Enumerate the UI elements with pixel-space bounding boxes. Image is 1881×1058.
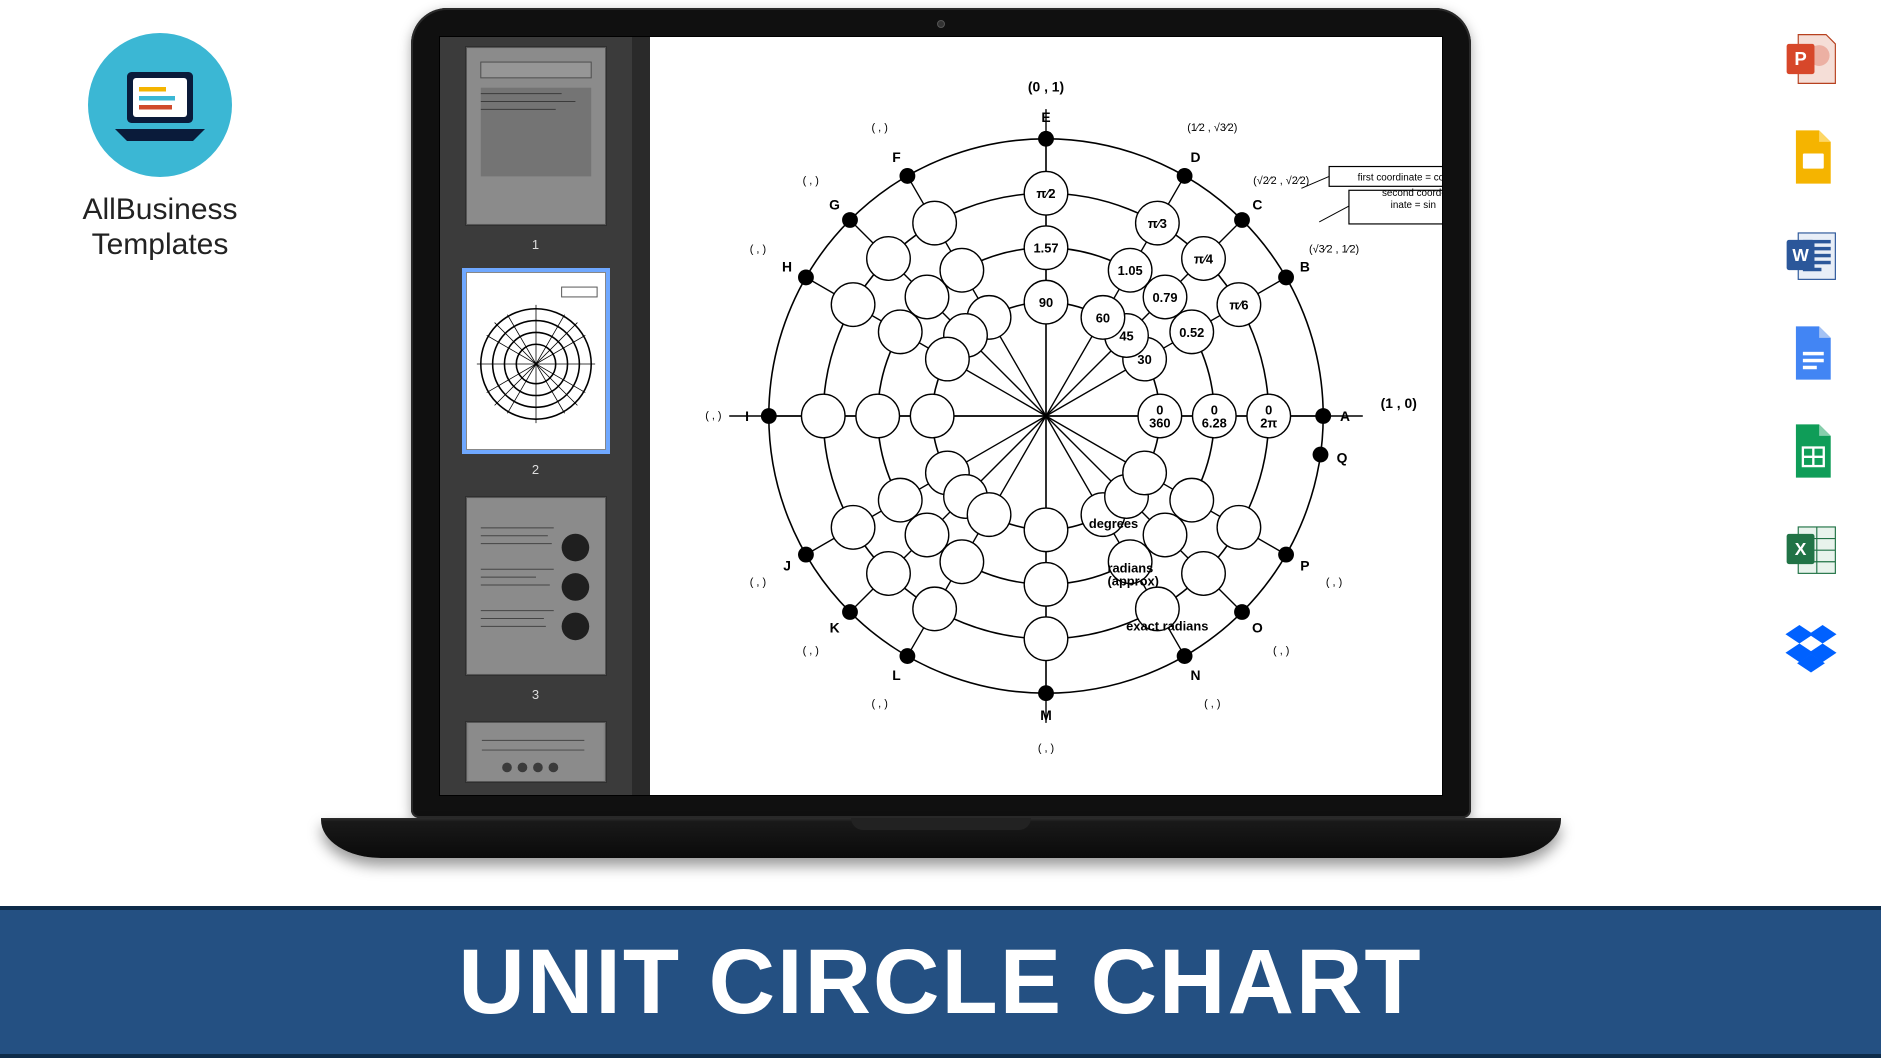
pdf-thumb-4-partial[interactable] (466, 722, 606, 782)
brand-line1: AllBusiness (82, 193, 237, 226)
svg-text:(0 , 1): (0 , 1) (1027, 78, 1063, 94)
svg-text:radians(approx): radians(approx) (1107, 560, 1158, 588)
svg-text:A: A (1339, 408, 1349, 424)
google-slides-icon[interactable] (1782, 128, 1840, 186)
svg-text:( , ): ( , ) (802, 175, 818, 187)
svg-text:( , ): ( , ) (705, 410, 721, 422)
svg-text:1.57: 1.57 (1033, 240, 1058, 255)
pdf-thumb-1[interactable] (466, 47, 606, 225)
svg-text:degrees: degrees (1088, 515, 1137, 530)
svg-text:G: G (829, 197, 840, 213)
svg-text:π⁄4: π⁄4 (1193, 251, 1213, 266)
dropbox-icon[interactable] (1782, 618, 1840, 676)
svg-text:W: W (1792, 245, 1809, 265)
google-sheets-icon[interactable] (1782, 422, 1840, 480)
brand-logo-icon (85, 30, 235, 180)
pdf-thumb-2[interactable] (466, 272, 606, 450)
svg-text:( , ): ( , ) (1273, 645, 1289, 657)
pdf-thumb-2-num: 2 (532, 462, 539, 477)
svg-text:60: 60 (1095, 310, 1109, 325)
unit-circle-diagram: 036006.2802π300.52π⁄6450.79π⁄4601.05π⁄39… (650, 37, 1442, 795)
excel-icon[interactable]: X (1782, 520, 1840, 578)
svg-text:F: F (892, 149, 900, 165)
pdf-thumb-3[interactable] (466, 497, 606, 675)
svg-text:Q: Q (1336, 450, 1347, 466)
svg-text:(1 , 0): (1 , 0) (1380, 395, 1416, 411)
svg-text:(√3⁄2 , 1⁄2): (√3⁄2 , 1⁄2) (1309, 244, 1359, 256)
svg-text:( , ): ( , ) (1204, 698, 1220, 710)
svg-text:π⁄2: π⁄2 (1036, 186, 1055, 201)
svg-text:1.05: 1.05 (1117, 263, 1142, 278)
svg-text:B: B (1299, 259, 1309, 275)
svg-text:90: 90 (1038, 295, 1052, 310)
svg-text:30: 30 (1137, 352, 1151, 367)
svg-text:( , ): ( , ) (871, 698, 887, 710)
svg-text:X: X (1795, 539, 1807, 559)
svg-text:N: N (1190, 667, 1200, 683)
svg-text:π⁄6: π⁄6 (1229, 297, 1248, 312)
svg-text:L: L (892, 667, 901, 683)
svg-text:P: P (1794, 48, 1806, 69)
svg-text:K: K (829, 619, 839, 635)
svg-text:( , ): ( , ) (1037, 743, 1053, 755)
svg-text:J: J (783, 557, 791, 573)
svg-text:45: 45 (1119, 328, 1133, 343)
svg-text:E: E (1041, 109, 1050, 125)
svg-text:H: H (782, 259, 792, 275)
svg-text:second coord-inate = sin: second coord-inate = sin (1382, 188, 1442, 211)
title-banner-text: UNIT CIRCLE CHART (458, 930, 1422, 1035)
svg-text:( , ): ( , ) (749, 576, 765, 588)
pdf-thumb-3-num: 3 (532, 687, 539, 702)
svg-text:M: M (1040, 707, 1052, 723)
google-docs-icon[interactable] (1782, 324, 1840, 382)
laptop-bezel: 1 (411, 8, 1471, 818)
svg-text:( , ): ( , ) (749, 244, 765, 256)
brand-line2: Templates (92, 228, 229, 261)
laptop-base (321, 818, 1561, 858)
svg-text:I: I (745, 408, 749, 424)
svg-text:(√2⁄2 , √2⁄2): (√2⁄2 , √2⁄2) (1253, 175, 1309, 187)
svg-text:( , ): ( , ) (871, 122, 887, 134)
pdf-thumb-1-num: 1 (532, 237, 539, 252)
title-banner: UNIT CIRCLE CHART (0, 906, 1881, 1058)
webcam-icon (937, 20, 945, 28)
svg-text:D: D (1190, 149, 1200, 165)
svg-text:O: O (1252, 619, 1263, 635)
svg-text:0.79: 0.79 (1152, 289, 1177, 304)
svg-text:π⁄3: π⁄3 (1147, 216, 1166, 231)
svg-text:exact radians: exact radians (1126, 618, 1208, 633)
svg-text:( , ): ( , ) (1325, 576, 1341, 588)
pdf-page-preview[interactable]: 036006.2802π300.52π⁄6450.79π⁄4601.05π⁄39… (650, 37, 1442, 795)
app-icon-strip: P W X (1777, 30, 1845, 676)
laptop-screen: 1 (439, 36, 1443, 796)
brand-block: AllBusiness Templates (50, 30, 270, 262)
svg-text:0.52: 0.52 (1179, 324, 1204, 339)
pdf-thumbnail-sidebar[interactable]: 1 (440, 37, 650, 795)
svg-text:( , ): ( , ) (802, 645, 818, 657)
powerpoint-icon[interactable]: P (1782, 30, 1840, 88)
word-icon[interactable]: W (1782, 226, 1840, 284)
svg-text:P: P (1300, 557, 1309, 573)
svg-text:first coordinate = cos: first coordinate = cos (1357, 172, 1441, 183)
laptop-mockup: 1 (411, 8, 1471, 858)
svg-text:C: C (1252, 197, 1262, 213)
brand-text: AllBusiness Templates (50, 193, 270, 262)
svg-text:(1⁄2 , √3⁄2): (1⁄2 , √3⁄2) (1187, 122, 1237, 134)
